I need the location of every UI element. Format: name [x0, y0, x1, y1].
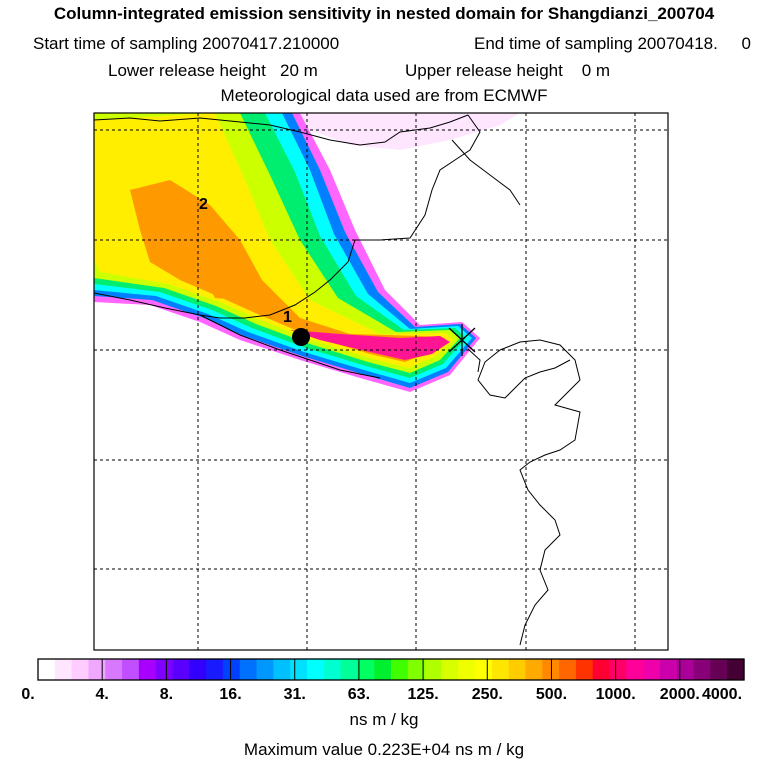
lower-release-height-label: Lower release height 20 m: [108, 61, 318, 80]
colorbar-swatch: [122, 659, 140, 680]
colorbar-tick-label: 1000.: [595, 686, 636, 703]
colorbar-swatch: [138, 659, 157, 680]
colorbar-swatch: [727, 659, 745, 680]
colorbar-swatch: [559, 659, 577, 680]
plume-hotspot: [200, 262, 245, 300]
plume-orange-region: [130, 180, 445, 362]
cluster-label-2: 2: [199, 196, 208, 213]
plume-outer-patch: [300, 113, 520, 150]
colorbar-swatch: [306, 659, 325, 680]
colorbar-swatch: [54, 659, 73, 680]
colorbar-tick-label: 500.: [535, 686, 568, 703]
colorbar-swatch: [592, 659, 611, 680]
colorbar-swatch: [525, 659, 543, 680]
colorbar-swatch: [323, 659, 342, 680]
colorbar-swatches: [38, 659, 745, 680]
colorbar-swatch: [88, 659, 106, 680]
colorbar-swatch: [609, 659, 627, 680]
cluster-label-1: 1: [283, 309, 292, 326]
colorbar-swatch: [710, 659, 728, 680]
colorbar-tick-label: 0.: [21, 686, 35, 703]
colorbar-tick-label: 31.: [283, 686, 306, 703]
cluster-marker-1: [292, 328, 310, 346]
receptor-station-marker: [448, 324, 476, 356]
colorbar-swatch: [441, 659, 459, 680]
colorbar-tick-label: 125.: [407, 686, 439, 703]
colorbar-swatch: [575, 659, 594, 680]
colorbar-swatch: [290, 659, 308, 680]
colorbar-frame: [37, 658, 745, 681]
colorbar-swatch: [71, 659, 90, 680]
colorbar-swatch: [391, 659, 409, 680]
colorbar-swatch: [424, 659, 443, 680]
colorbar-tick-label: 4000.: [701, 686, 743, 703]
colorbar-swatch: [105, 659, 123, 680]
coastlines: [94, 114, 581, 646]
colorbar-tick-label: 8.: [159, 686, 174, 703]
colorbar-tick-label: 4.: [95, 686, 109, 703]
maximum-value-label: Maximum value 0.223E+04 ns m / kg: [243, 740, 525, 759]
colorbar-swatch: [222, 659, 241, 680]
colorbar-swatch: [676, 659, 695, 680]
colorbar-swatch: [626, 659, 644, 680]
plume-yellow-region: [94, 113, 454, 368]
colorbar-swatch: [340, 659, 358, 680]
colorbar-swatch: [374, 659, 392, 680]
colorbar-swatch: [256, 659, 274, 680]
meteorological-data-label: Meteorological data used are from ECMWF: [220, 86, 548, 105]
colorbar-swatch: [273, 659, 291, 680]
sampling-end-label: End time of sampling 20070418. 0: [474, 34, 751, 53]
colorbar-swatch: [491, 659, 510, 680]
colorbar-swatch: [458, 659, 476, 680]
colorbar-tick-label: 63.: [347, 686, 371, 703]
colorbar-dividers: [101, 659, 681, 680]
upper-release-height-label: Upper release height 0 m: [405, 61, 611, 80]
colorbar-swatch: [508, 659, 527, 680]
colorbar-swatch: [189, 659, 207, 680]
colorbar-tick-label: 250.: [471, 686, 503, 703]
colorbar-swatch: [38, 659, 56, 680]
page-title: Column-integrated emission sensitivity i…: [53, 4, 715, 23]
plume-red-core: [290, 330, 450, 360]
colorbar-tick-label: 2000.: [659, 686, 700, 703]
colorbar-swatch: [407, 659, 426, 680]
sampling-start-label: Start time of sampling 20070417.210000: [33, 34, 340, 53]
colorbar-swatch: [206, 659, 224, 680]
colorbar-swatch: [172, 659, 190, 680]
colorbar-swatch: [357, 659, 375, 680]
colorbar-swatch: [659, 659, 678, 680]
colorbar-swatch: [155, 659, 174, 680]
map-frame: [93, 112, 669, 651]
colorbar-unit-label: ns m / kg: [349, 710, 419, 729]
colorbar-swatch: [643, 659, 661, 680]
colorbar-swatch: [475, 659, 493, 680]
colorbar-swatch: [239, 659, 258, 680]
colorbar-tick-label: 16.: [219, 686, 242, 703]
colorbar-swatch: [693, 659, 711, 680]
